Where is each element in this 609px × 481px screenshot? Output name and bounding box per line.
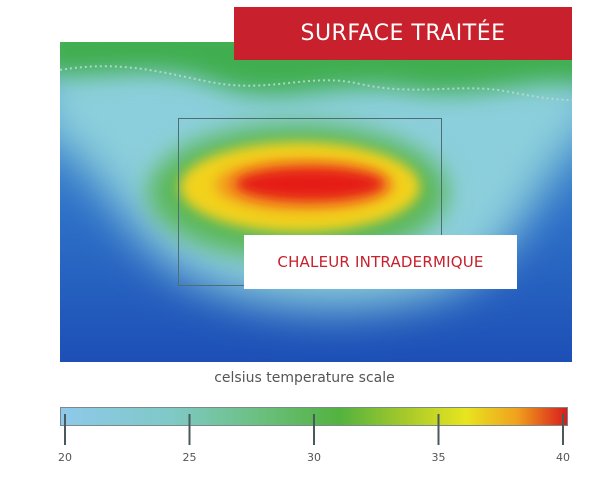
- scale-tick-label-40: 40: [556, 451, 570, 464]
- scale-tick-label-25: 25: [183, 451, 197, 464]
- surface-banner-text: SURFACE TRAITÉE: [300, 21, 506, 46]
- scale-tick-label-30: 30: [307, 451, 321, 464]
- scale-tick-label-20: 20: [58, 451, 72, 464]
- scale-title: celsius temperature scale: [214, 370, 395, 386]
- surface-banner: SURFACE TRAITÉE: [234, 7, 572, 60]
- scale-tick-label-35: 35: [432, 451, 446, 464]
- heat-label: CHALEUR INTRADERMIQUE: [244, 235, 517, 289]
- heat-label-text: CHALEUR INTRADERMIQUE: [277, 253, 484, 271]
